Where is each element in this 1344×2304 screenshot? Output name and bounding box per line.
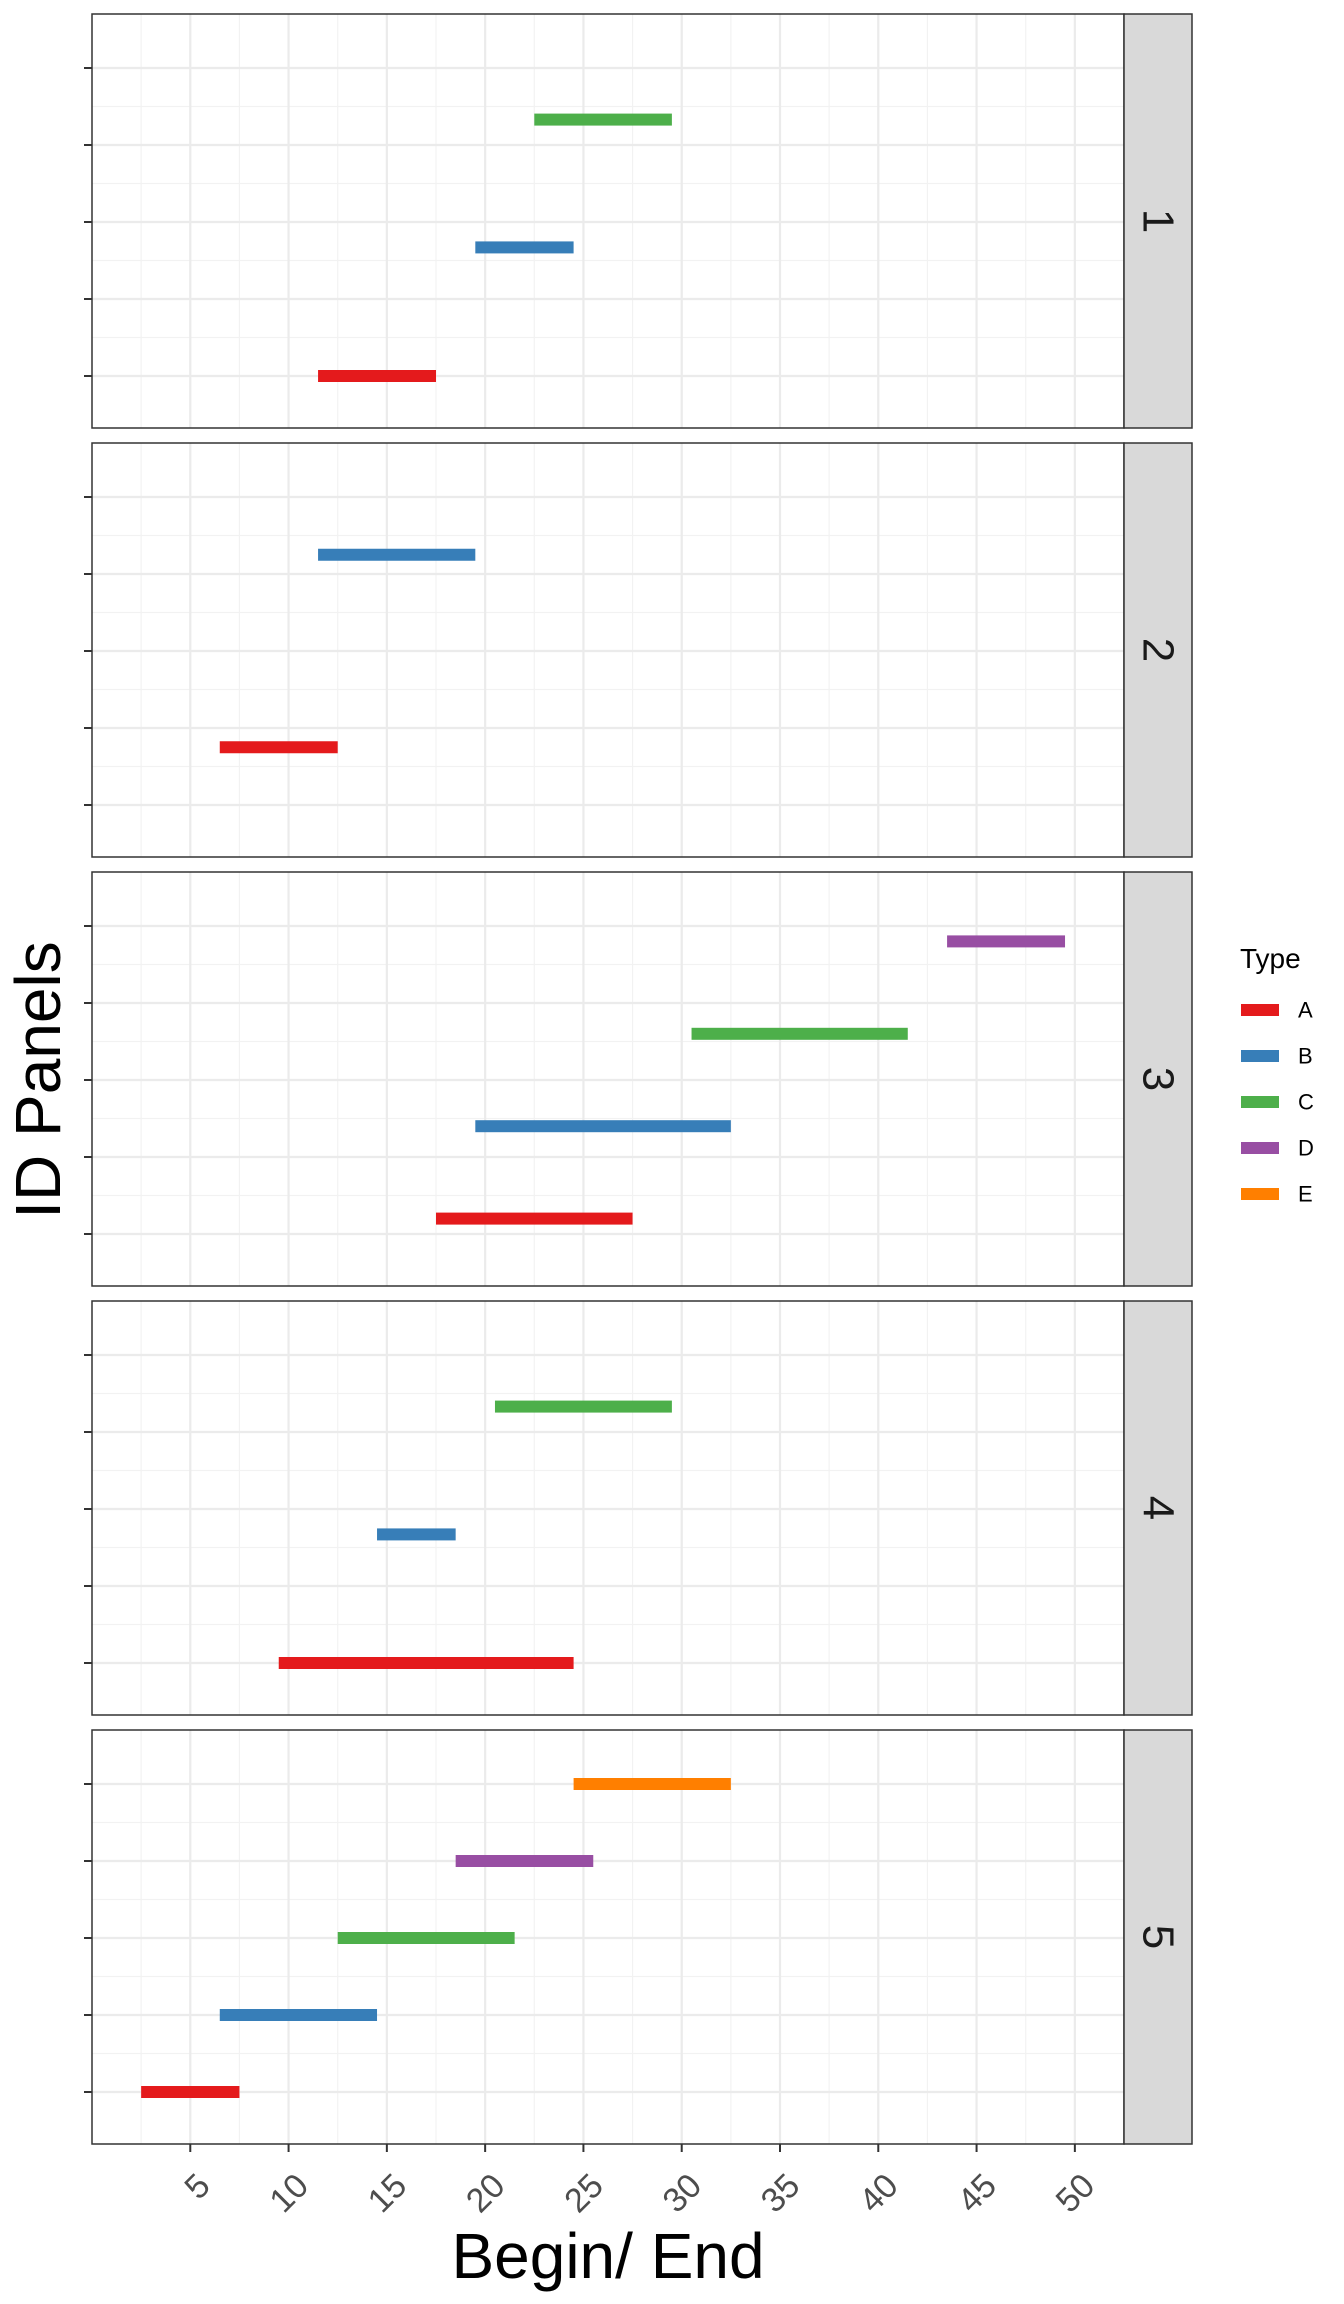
- facet-strip-label: 3: [1134, 1067, 1183, 1091]
- segment-C: [494, 1400, 672, 1413]
- x-tick-label: 10: [262, 2167, 316, 2221]
- segment-A: [278, 1657, 574, 1669]
- facet-strip: [1123, 1300, 1193, 1716]
- facet-strip-label: 5: [1134, 1925, 1183, 1949]
- segment-D: [947, 935, 1066, 948]
- legend-label: C: [1298, 1090, 1314, 1115]
- facet-strip-label: 4: [1134, 1496, 1183, 1520]
- x-tick-label: 40: [852, 2167, 906, 2221]
- segment-B: [475, 1120, 731, 1133]
- x-axis-title: Begin/ End: [451, 2220, 764, 2292]
- x-tick-label: 25: [557, 2167, 611, 2221]
- segment-B: [377, 1528, 456, 1541]
- segment-D: [455, 1855, 594, 1867]
- legend-key-E: [1241, 1188, 1279, 1200]
- x-tick-label: 35: [754, 2167, 808, 2221]
- segment-B: [318, 548, 476, 561]
- facet-strip: [1123, 1729, 1193, 2145]
- facet-panel-4: 4: [84, 1300, 1193, 1716]
- facet-strip: [1123, 871, 1193, 1287]
- y-axis-title: ID Panels: [2, 941, 74, 1218]
- facet-panels: 1 2 3 4 5: [84, 13, 1193, 2145]
- legend-label: D: [1298, 1136, 1314, 1161]
- facet-strip-label: 1: [1134, 209, 1183, 233]
- segment-A: [318, 370, 436, 382]
- segment-E: [573, 1778, 731, 1790]
- legend-key-C: [1241, 1096, 1279, 1108]
- x-tick-label: 5: [177, 2167, 217, 2207]
- legend-label: E: [1298, 1182, 1313, 1207]
- segment-B: [475, 241, 574, 254]
- x-tick-label: 15: [361, 2167, 415, 2221]
- segment-A: [436, 1212, 633, 1225]
- x-tick-label: 30: [656, 2167, 710, 2221]
- legend-key-D: [1241, 1142, 1279, 1154]
- facet-panel-3: 3: [84, 871, 1193, 1287]
- x-axis: 5 10 15 20 25 30 35 40 45 50: [177, 2144, 1102, 2220]
- legend-key-A: [1241, 1004, 1279, 1016]
- facet-panel-1: 1: [84, 13, 1193, 429]
- segment-A: [141, 2086, 240, 2098]
- x-tick-label: 50: [1049, 2167, 1103, 2221]
- segment-C: [534, 113, 672, 126]
- legend-title: Type: [1240, 943, 1301, 974]
- facet-panel-2: 2: [84, 442, 1193, 858]
- legend-label: A: [1298, 998, 1313, 1023]
- x-tick-label: 20: [459, 2167, 513, 2221]
- segment-B: [219, 2009, 378, 2021]
- facet-panel-5: 5: [84, 1729, 1193, 2145]
- facet-strip: [1123, 13, 1193, 429]
- facet-strip-label: 2: [1134, 638, 1183, 662]
- segment-C: [337, 1932, 515, 1944]
- facet-strip: [1123, 442, 1193, 858]
- legend-label: B: [1298, 1044, 1313, 1069]
- x-tick-label: 45: [950, 2167, 1004, 2221]
- segment-C: [691, 1027, 908, 1040]
- legend-key-B: [1241, 1050, 1279, 1062]
- segment-A: [219, 741, 338, 754]
